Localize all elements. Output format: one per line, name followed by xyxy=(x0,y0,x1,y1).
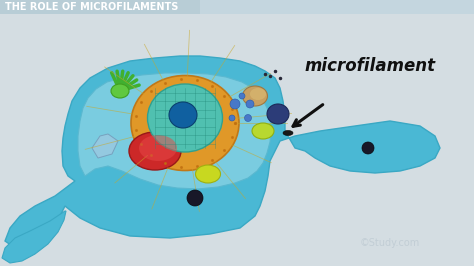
Text: ©Study.com: ©Study.com xyxy=(360,238,420,248)
Text: THE ROLE OF MICROFILAMENTS: THE ROLE OF MICROFILAMENTS xyxy=(5,2,178,12)
Ellipse shape xyxy=(139,135,177,161)
Ellipse shape xyxy=(252,123,274,139)
Ellipse shape xyxy=(147,84,222,152)
Polygon shape xyxy=(92,134,118,158)
Circle shape xyxy=(246,100,254,108)
Ellipse shape xyxy=(129,132,181,170)
Ellipse shape xyxy=(243,86,267,106)
Ellipse shape xyxy=(169,102,197,128)
Circle shape xyxy=(239,93,245,99)
FancyBboxPatch shape xyxy=(200,0,474,14)
Circle shape xyxy=(187,190,203,206)
Ellipse shape xyxy=(111,84,129,98)
Ellipse shape xyxy=(250,88,266,100)
Ellipse shape xyxy=(131,76,239,171)
Polygon shape xyxy=(2,211,66,263)
Ellipse shape xyxy=(195,165,220,183)
Circle shape xyxy=(245,114,252,122)
Text: microfilament: microfilament xyxy=(304,57,435,75)
Ellipse shape xyxy=(267,104,289,124)
Circle shape xyxy=(362,142,374,154)
FancyBboxPatch shape xyxy=(0,0,474,14)
Polygon shape xyxy=(5,56,440,248)
Ellipse shape xyxy=(283,131,293,135)
Polygon shape xyxy=(78,73,271,189)
Circle shape xyxy=(230,99,240,109)
Circle shape xyxy=(229,115,235,121)
